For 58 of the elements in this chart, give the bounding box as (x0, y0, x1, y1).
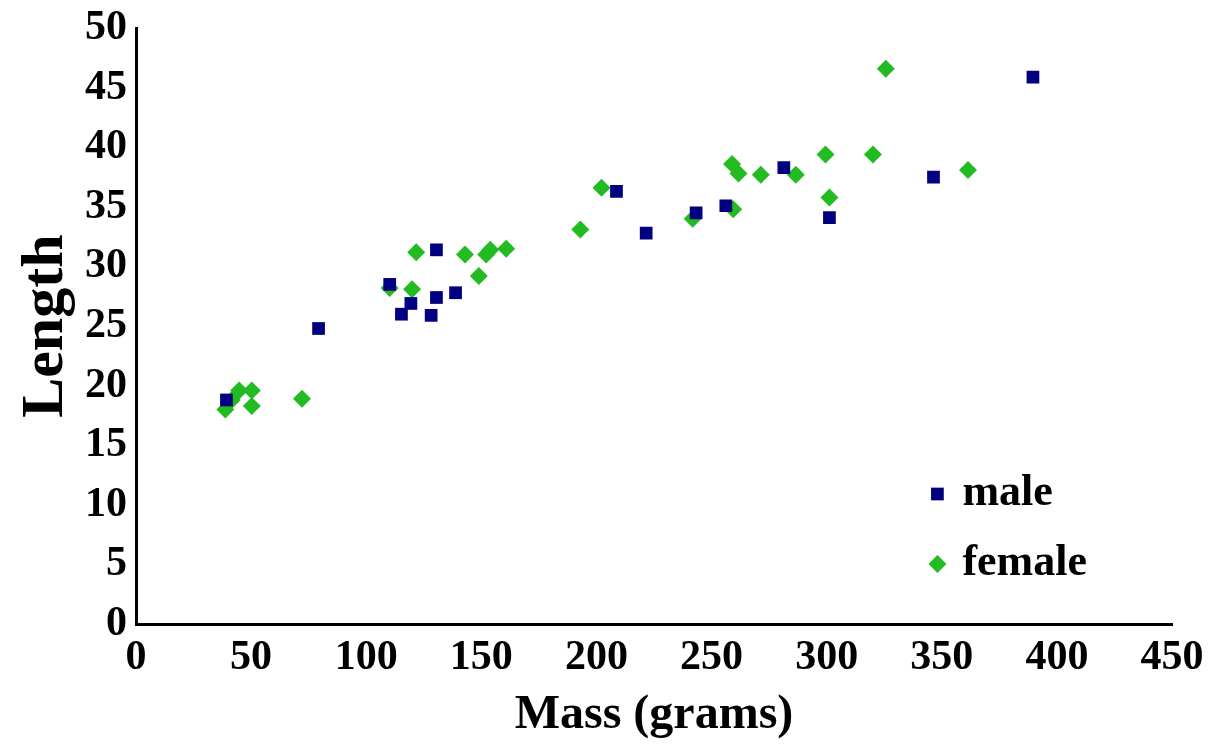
x-tick-label: 100 (334, 632, 398, 679)
y-tick-label: 40 (85, 121, 127, 168)
point (497, 239, 516, 258)
point (292, 389, 311, 408)
point (777, 161, 791, 174)
point (403, 280, 422, 299)
point (455, 245, 474, 264)
x-tick-label: 300 (795, 632, 859, 679)
x-tick-label: 50 (230, 632, 273, 679)
point (786, 165, 805, 184)
point (430, 291, 443, 304)
y-axis-title: Length (8, 234, 75, 418)
point (927, 170, 940, 184)
point (571, 220, 590, 239)
y-tick-label: 5 (106, 538, 127, 585)
y-tick-label: 0 (106, 597, 127, 644)
y-tick-label: 50 (85, 2, 127, 49)
point (481, 240, 500, 259)
point (407, 243, 426, 262)
point (469, 267, 488, 286)
point (863, 145, 882, 164)
point (424, 309, 438, 322)
point (816, 145, 835, 164)
point (876, 59, 895, 78)
point (639, 226, 653, 240)
point (242, 396, 261, 415)
y-tick-label: 10 (85, 478, 127, 525)
point (312, 322, 325, 335)
point (395, 307, 408, 321)
y-tick-label: 45 (85, 61, 127, 108)
x-tick-label: 250 (680, 632, 744, 679)
point (723, 155, 742, 174)
x-tick-label: 400 (1025, 632, 1089, 679)
point (592, 178, 611, 197)
point (220, 393, 233, 407)
point (719, 199, 733, 213)
point (823, 211, 836, 225)
y-tick-label: 20 (85, 359, 127, 406)
point (729, 164, 748, 183)
legend-label: female (962, 536, 1088, 586)
x-axis-title: Mass (grams) (514, 684, 794, 739)
point (383, 278, 397, 291)
point (430, 243, 443, 257)
point (449, 286, 462, 300)
y-tick-label: 15 (85, 419, 127, 466)
y-tick-label: 30 (85, 240, 127, 287)
point (820, 188, 839, 207)
y-tick-label: 35 (85, 180, 127, 227)
legend-label: male (962, 466, 1053, 516)
point (404, 297, 418, 310)
x-tick-label: 150 (449, 632, 513, 679)
point (751, 165, 770, 184)
point (959, 161, 978, 179)
x-tick-label: 450 (1140, 632, 1204, 679)
x-tick-label: 200 (564, 632, 628, 679)
x-tick-label: 350 (910, 632, 974, 679)
y-tick-label: 25 (85, 299, 127, 346)
point (610, 185, 623, 198)
